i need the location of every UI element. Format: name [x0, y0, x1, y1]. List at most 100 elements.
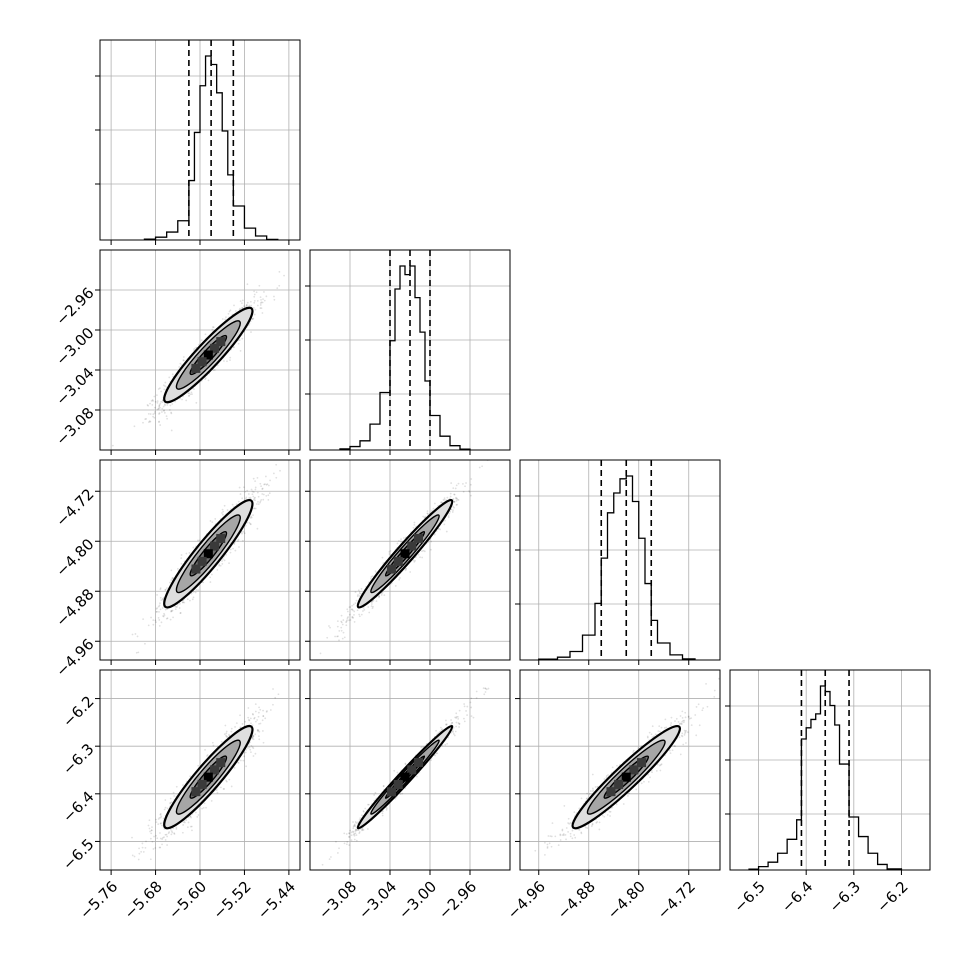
sample-point	[273, 295, 275, 298]
sample-point	[158, 421, 160, 423]
sample-point	[244, 524, 247, 527]
sample-point	[156, 400, 159, 403]
sample-point	[174, 400, 177, 403]
sample-point	[161, 411, 163, 413]
sample-point	[265, 295, 268, 298]
sample-point	[212, 369, 215, 372]
sample-point	[261, 301, 264, 304]
sample-point	[155, 611, 158, 613]
sample-point	[204, 748, 206, 751]
sample-point	[378, 595, 381, 598]
sample-point	[453, 493, 456, 496]
sample-point	[212, 744, 215, 747]
sample-point	[262, 741, 265, 744]
sample-point	[137, 651, 140, 654]
sample-point	[182, 824, 185, 826]
sample-point	[398, 539, 400, 542]
sample-point	[423, 516, 426, 519]
sample-point	[159, 608, 162, 611]
sample-point	[351, 608, 354, 611]
sample-point	[222, 788, 225, 790]
sample-point	[259, 500, 262, 503]
sample-point	[187, 392, 190, 395]
sample-point	[442, 499, 445, 501]
sample-point	[353, 610, 356, 613]
sample-point	[388, 553, 391, 555]
sample-point	[252, 477, 255, 480]
sample-point	[182, 821, 185, 824]
sample-point	[131, 633, 134, 636]
sample-point	[453, 500, 456, 503]
sample-point	[249, 496, 252, 499]
sample-point	[189, 599, 191, 602]
sample-point	[275, 476, 278, 479]
sample-point	[248, 521, 251, 524]
sample-point	[481, 465, 484, 468]
pair-panel-0-2	[95, 459, 301, 665]
sample-point	[241, 306, 243, 309]
sample-point	[449, 492, 452, 495]
sample-point	[179, 612, 182, 615]
sample-point	[163, 409, 165, 412]
sample-point	[152, 400, 154, 402]
sample-point	[252, 507, 255, 510]
sample-point	[432, 507, 435, 510]
density-block	[197, 357, 207, 367]
sample-point	[166, 807, 169, 810]
sample-point	[259, 296, 262, 299]
sample-point	[152, 623, 155, 626]
sample-point	[188, 395, 190, 397]
sample-point	[202, 581, 205, 584]
sample-point	[246, 283, 249, 286]
sample-point	[409, 571, 412, 573]
panel-frame	[99, 39, 301, 241]
sample-point	[235, 503, 238, 506]
sample-point	[351, 615, 354, 618]
density-block	[191, 363, 201, 373]
sample-point	[218, 563, 221, 566]
sample-point	[283, 274, 285, 277]
sample-point	[413, 523, 416, 526]
sample-point	[166, 617, 169, 619]
sample-point	[153, 411, 156, 413]
sample-point	[258, 284, 261, 287]
sample-point	[358, 615, 361, 618]
density-block	[393, 556, 403, 566]
sample-point	[430, 548, 432, 551]
sample-point	[362, 610, 364, 612]
diag-panel-3	[725, 669, 931, 875]
sample-point	[155, 608, 158, 610]
sample-point	[182, 359, 185, 362]
sample-point	[238, 339, 241, 342]
sample-point	[211, 328, 214, 331]
sample-point	[183, 601, 186, 604]
sample-point	[234, 726, 236, 728]
sample-point	[266, 483, 269, 486]
sample-point	[236, 540, 239, 542]
sample-point	[203, 802, 206, 805]
sample-point	[412, 526, 415, 529]
sample-point	[353, 613, 355, 616]
sample-point	[160, 599, 163, 602]
sample-point	[137, 858, 140, 861]
sample-point	[111, 444, 114, 447]
sample-point	[147, 824, 150, 827]
sample-point	[159, 813, 162, 816]
sample-point	[370, 603, 373, 605]
sample-point	[156, 402, 159, 404]
density-block	[210, 541, 220, 551]
sample-point	[221, 513, 224, 516]
sample-point	[158, 619, 161, 621]
sample-point	[134, 633, 137, 635]
sample-point	[358, 595, 361, 597]
sample-point	[161, 838, 164, 841]
sample-point	[162, 615, 165, 618]
sample-point	[245, 304, 248, 307]
sample-point	[470, 478, 473, 480]
sample-point	[357, 589, 360, 592]
sample-point	[375, 600, 378, 603]
sample-point	[166, 844, 168, 846]
sample-point	[231, 503, 234, 506]
sample-point	[259, 304, 262, 306]
sample-point	[250, 515, 252, 518]
